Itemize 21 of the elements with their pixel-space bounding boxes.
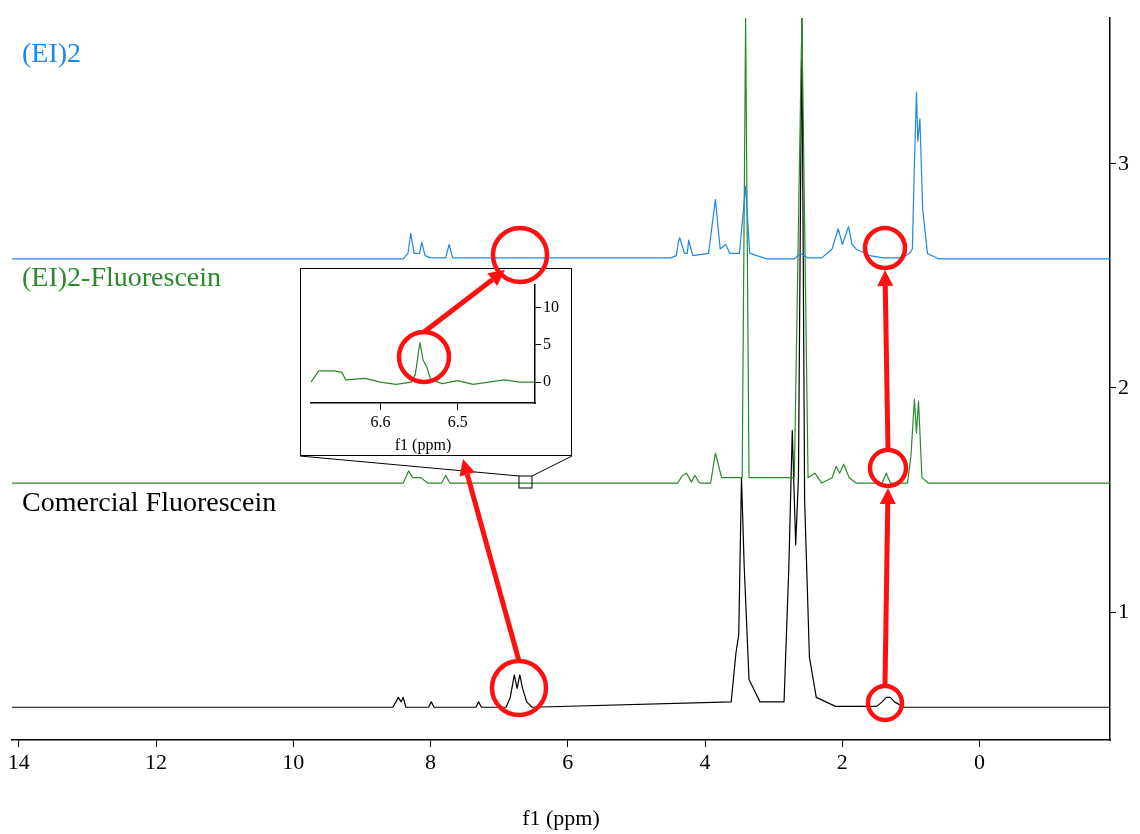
y-tick-label: 1 — [1118, 597, 1129, 623]
text: (EI)2-Fluorescein — [22, 261, 222, 293]
y-tick-label: 3 — [1118, 149, 1129, 175]
y-tick-label: 5 — [543, 334, 551, 352]
y-tick-label: 0 — [543, 372, 551, 390]
text: Comercial Fluorescein — [22, 485, 277, 517]
x-tick-label: 6.6 — [370, 412, 391, 430]
x-tick-label: 2 — [836, 748, 848, 774]
x-tick-label: 12 — [145, 748, 168, 774]
y-tick-label: 2 — [1118, 373, 1129, 399]
x-axis-title: f1 (ppm) — [522, 804, 600, 830]
x-tick-label: 4 — [699, 748, 711, 774]
y-tick-label: 10 — [543, 297, 559, 315]
x-tick-label: 6.5 — [447, 412, 468, 430]
text: (EI)2 — [22, 37, 82, 69]
x-tick-label: 0 — [974, 748, 986, 774]
x-tick-label: 10 — [282, 748, 305, 774]
x-axis-title: f1 (ppm) — [394, 435, 452, 454]
x-tick-label: 14 — [7, 748, 30, 774]
x-tick-label: 6 — [562, 748, 574, 774]
x-tick-label: 8 — [425, 748, 437, 774]
